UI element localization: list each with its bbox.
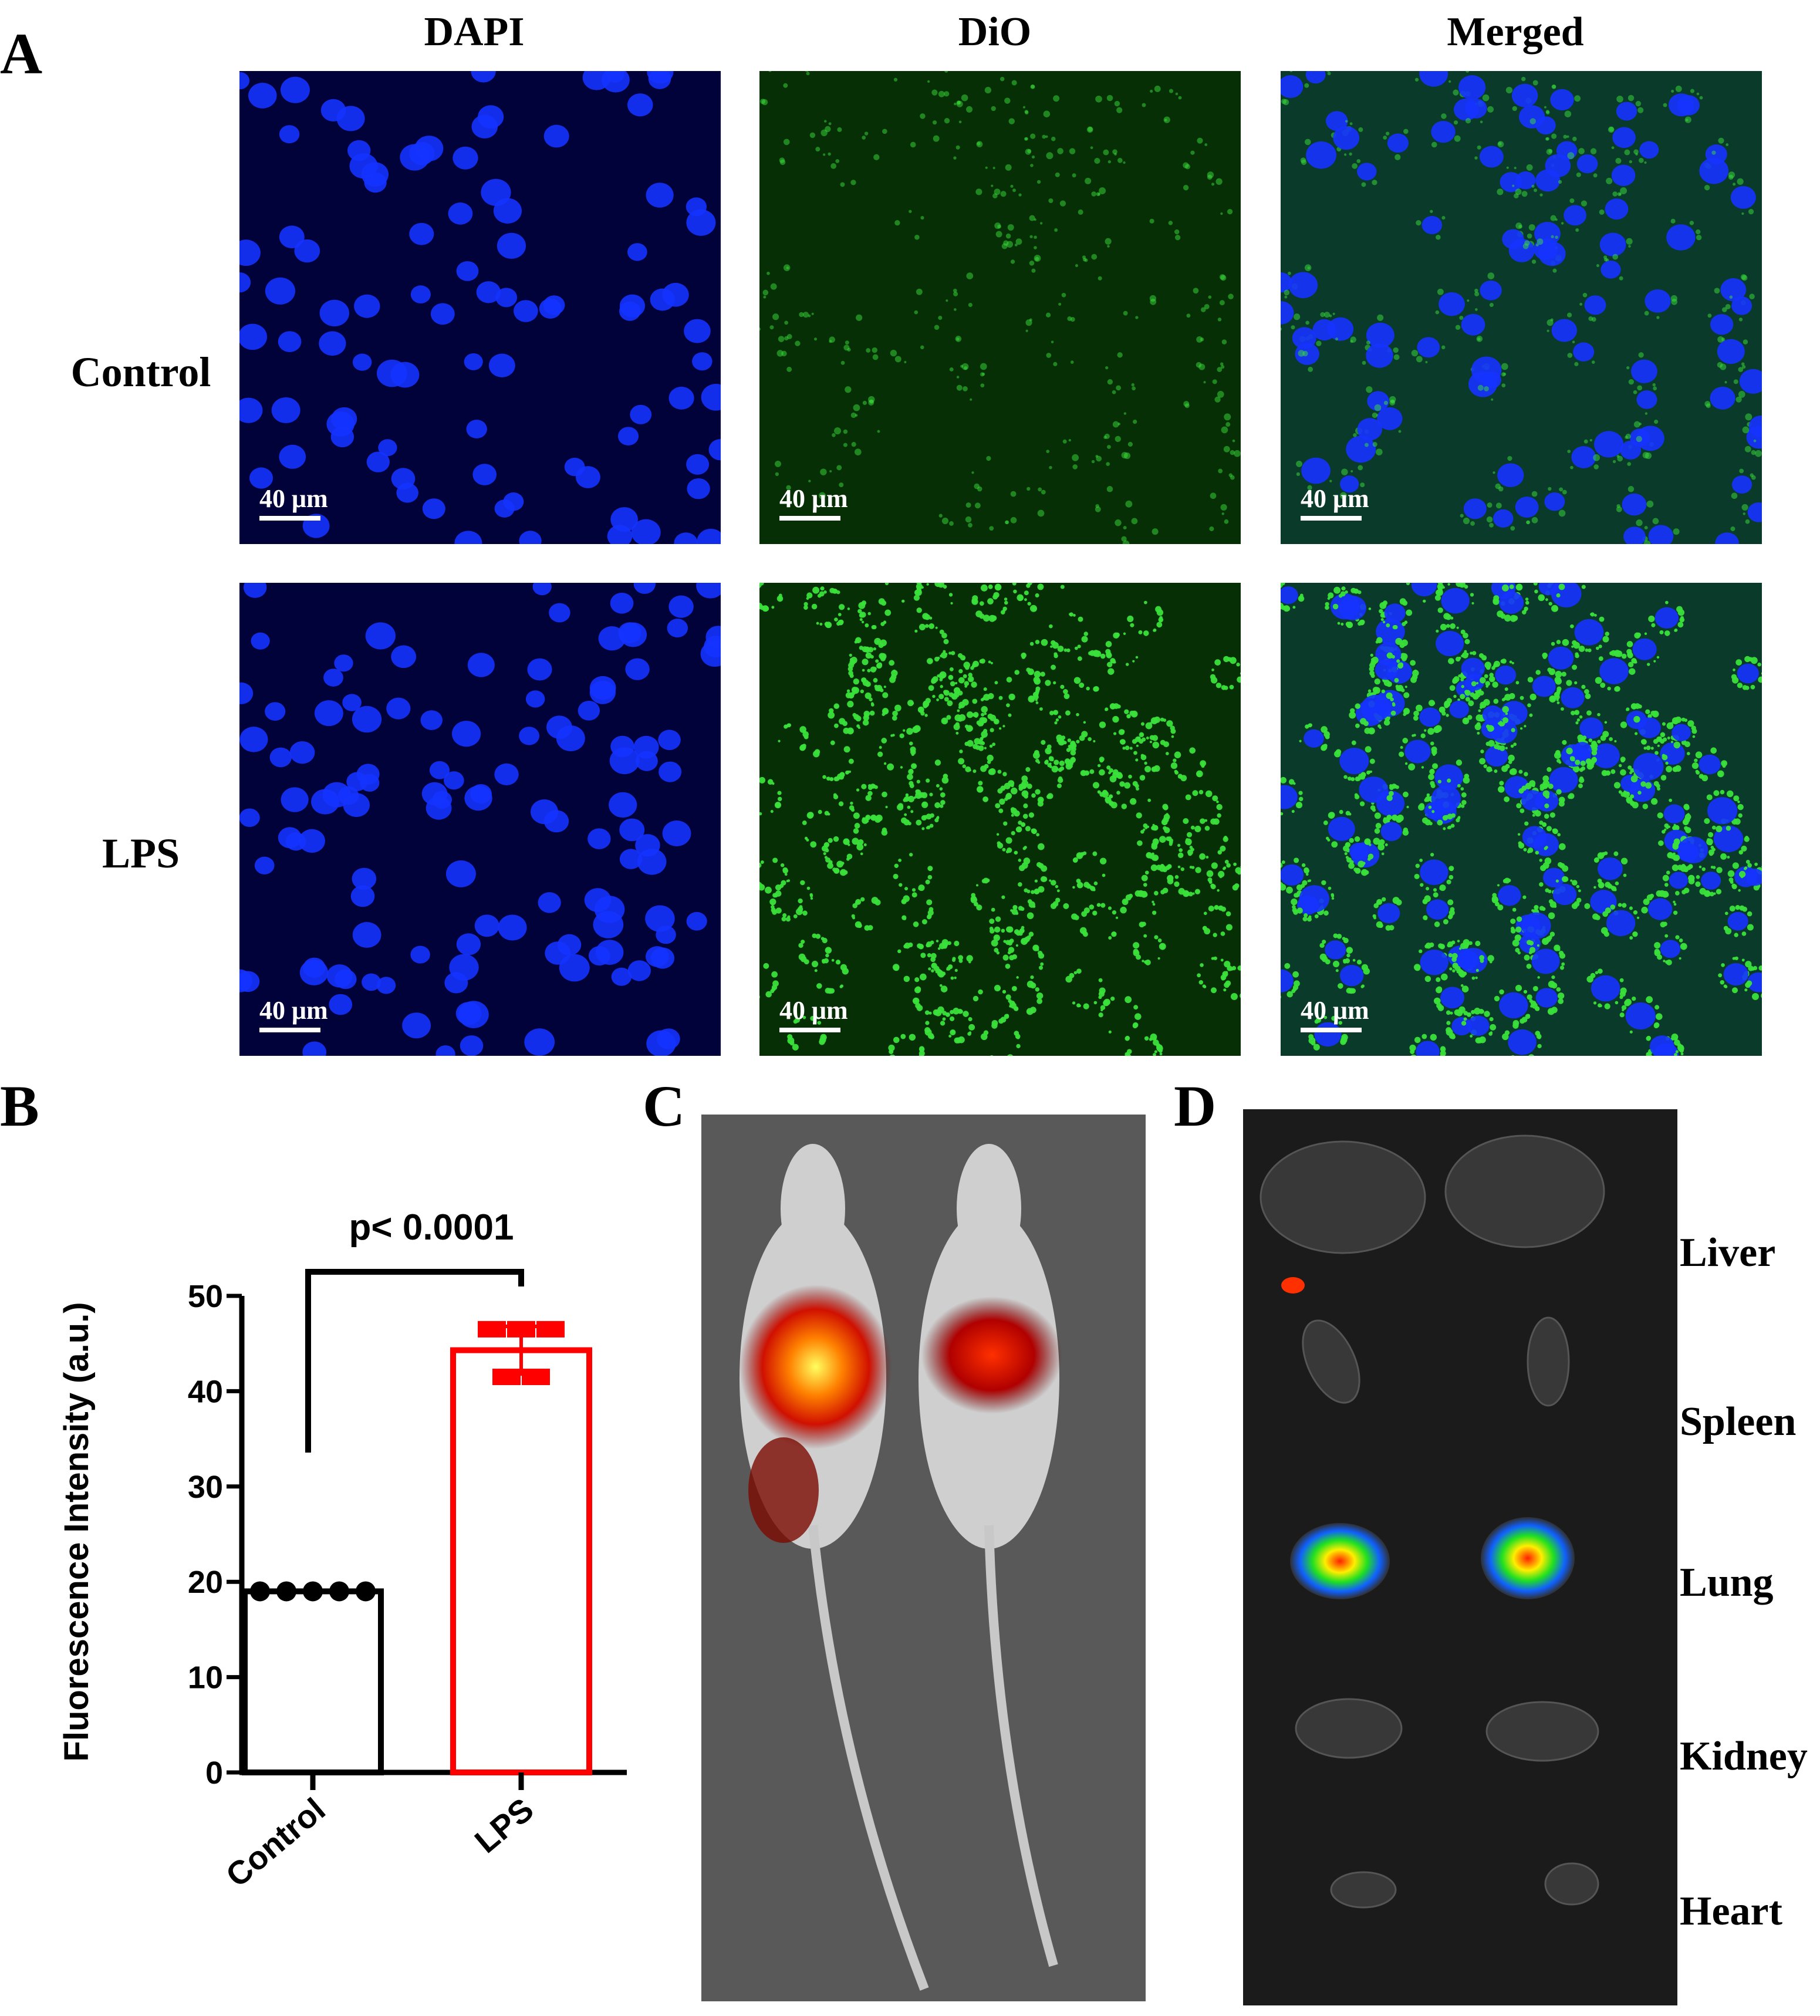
y-tick-label: 50 (188, 1279, 223, 1314)
scale-bar-line (779, 1028, 840, 1032)
panel-a-letter: A (0, 21, 43, 86)
in-vivo-mouse-image (701, 1115, 1146, 2001)
scale-bar: 40 μm (779, 995, 848, 1032)
data-point (250, 1581, 270, 1602)
y-tick-label: 30 (188, 1470, 223, 1505)
scale-bar-line (779, 516, 840, 521)
data-point (492, 1369, 521, 1386)
scale-bar: 40 μm (259, 484, 328, 521)
significance-label: p< 0.0001 (349, 1207, 514, 1248)
organ-label-heart: Heart (1680, 1889, 1782, 1934)
data-point (356, 1581, 376, 1602)
significance-bracket (305, 1269, 524, 1453)
bar-lps (450, 1347, 592, 1775)
scale-bar-label: 40 μm (779, 484, 848, 513)
data-point (478, 1321, 506, 1338)
y-axis-label: Fluorescence Intensity (a.u.) (58, 1302, 96, 1761)
x-tick-label-lps: LPS (468, 1791, 541, 1860)
x-tick-label-control: Control (219, 1791, 332, 1894)
organ-label-liver: Liver (1680, 1230, 1776, 1275)
scale-bar-line (1301, 516, 1362, 521)
organ-label-lung: Lung (1680, 1560, 1774, 1605)
y-tick-label: 40 (188, 1374, 223, 1409)
scale-bar: 40 μm (259, 995, 328, 1032)
scale-bar-label: 40 μm (779, 996, 848, 1025)
data-point (303, 1581, 323, 1602)
scale-bar-line (1301, 1028, 1362, 1032)
scale-bar-line (259, 1028, 320, 1032)
micrograph-control-dio: 40 μm (759, 71, 1241, 544)
signal-lung-right (921, 1296, 1062, 1414)
data-point (536, 1321, 565, 1338)
ex-vivo-organ-image (1243, 1109, 1677, 2005)
scale-bar-label: 40 μm (1301, 996, 1369, 1025)
y-tick-label: 20 (188, 1565, 223, 1600)
data-point (522, 1369, 550, 1386)
bar-control (242, 1588, 384, 1775)
bar-chart: Fluorescence Intensity (a.u.) p< 0.0001 … (58, 1207, 627, 1894)
column-header-merged: Merged (1447, 9, 1584, 55)
panel-d-letter: D (1174, 1073, 1217, 1139)
scale-bar: 40 μm (1301, 995, 1369, 1032)
scale-bar-label: 40 μm (259, 484, 328, 513)
scale-bar-label: 40 μm (259, 996, 328, 1025)
micrograph-lps-dio: 40 μm (759, 583, 1241, 1056)
signal-lung-left (740, 1285, 892, 1449)
panel-b-letter: B (0, 1073, 39, 1139)
y-tick-label: 0 (205, 1755, 223, 1791)
scale-bar-line (259, 516, 320, 521)
micrograph-control-merged: 40 μm (1281, 71, 1762, 544)
panel-c-letter: C (643, 1073, 686, 1139)
y-tick-label: 10 (188, 1660, 223, 1696)
micrograph-lps-dapi: 40 μm (239, 583, 721, 1056)
scale-bar: 40 μm (779, 484, 848, 521)
row-label-lps: LPS (102, 830, 180, 877)
row-label-control: Control (70, 349, 211, 396)
data-point (276, 1581, 296, 1602)
column-header-dio: DiO (958, 9, 1032, 55)
organ-label-spleen: Spleen (1680, 1399, 1797, 1444)
scale-bar-label: 40 μm (1301, 484, 1369, 513)
column-header-dapi: DAPI (424, 9, 525, 55)
micrograph-lps-merged: 40 μm (1281, 583, 1762, 1056)
organ-label-kidney: Kidney (1680, 1734, 1808, 1779)
scale-bar: 40 μm (1301, 484, 1369, 521)
data-point (329, 1581, 349, 1602)
micrograph-control-dapi: 40 μm (239, 71, 721, 544)
data-point (507, 1321, 535, 1338)
